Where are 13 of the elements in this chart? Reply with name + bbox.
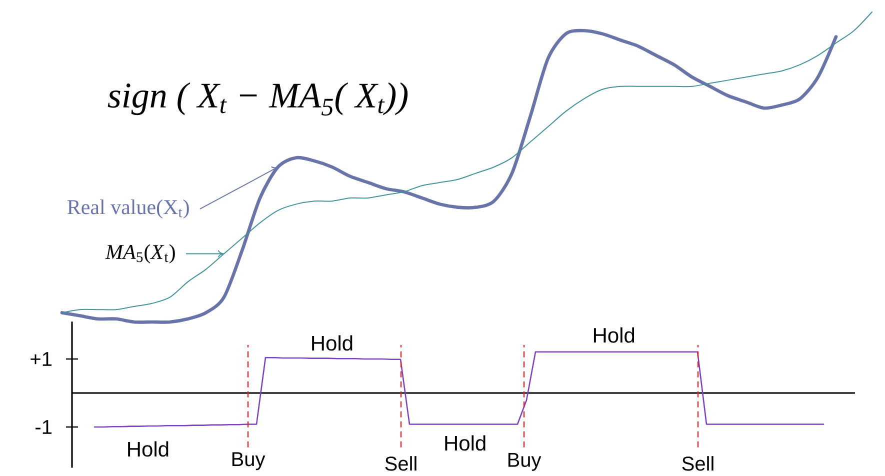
- annotation: Buy: [508, 453, 542, 471]
- legend-label: MA$_{5}$(X$_{t}$): [105, 244, 175, 264]
- annotation: Hold: [445, 435, 486, 451]
- y-tick-label: -1: [36, 420, 52, 434]
- text: sign ( X$_{t}$ − MA$_{5}$( X$_{t}$)): [108, 82, 408, 116]
- annotation: Hold: [594, 327, 634, 343]
- text: Real value(X$_{t}$): [67, 199, 189, 219]
- annotation: Hold: [312, 335, 352, 351]
- annotation: Sell: [385, 456, 416, 471]
- annotation: Sell: [682, 456, 714, 471]
- annotation: Hold: [128, 441, 168, 457]
- y-tick-label: +1: [30, 352, 52, 366]
- annotation: Buy: [232, 452, 266, 470]
